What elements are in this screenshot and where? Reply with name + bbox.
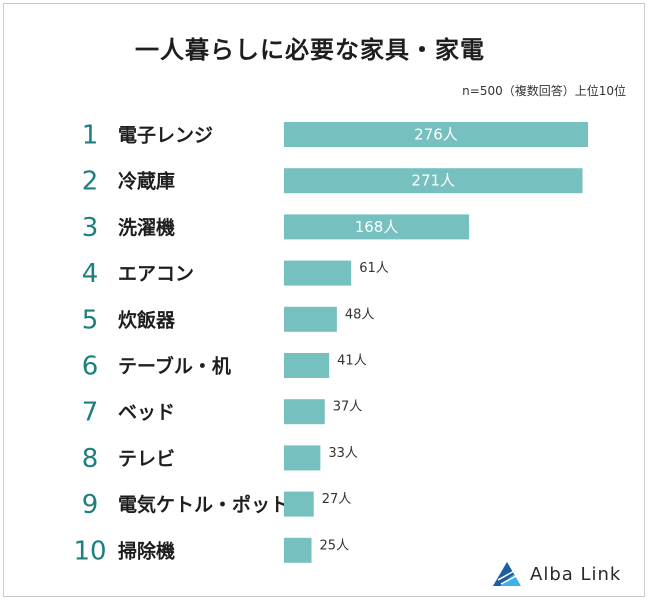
bar [284, 122, 588, 147]
rank-number: 4 [82, 259, 99, 289]
value-label: 276人 [414, 126, 458, 144]
bar [284, 445, 321, 471]
value-label: 61人 [359, 261, 389, 276]
category-label: テレビ [118, 448, 175, 470]
value-label: 41人 [337, 354, 367, 369]
bar [284, 214, 470, 240]
bar [284, 491, 314, 517]
bar [284, 306, 337, 332]
rank-number: 2 [82, 167, 99, 197]
value-label: 37人 [333, 400, 363, 415]
value-label: 168人 [355, 218, 399, 236]
rank-number: 1 [82, 121, 99, 151]
rank-number: 10 [73, 536, 106, 566]
category-label: 掃除機 [118, 539, 175, 562]
rank-number: 8 [82, 444, 99, 474]
category-label: 電気ケトル・ポット [118, 493, 289, 516]
category-label: テーブル・机 [118, 355, 231, 378]
category-label: 電子レンジ [118, 125, 213, 147]
value-label: 25人 [320, 538, 350, 553]
brand-name: Alba Link [530, 563, 622, 585]
brand-logo: Alba Link [492, 560, 621, 588]
bar [284, 353, 330, 378]
value-label: 48人 [345, 307, 375, 322]
category-label: 冷蔵庫 [118, 170, 175, 193]
bar [284, 168, 583, 194]
value-label: 33人 [328, 446, 358, 461]
bar [284, 399, 325, 425]
bar [284, 260, 352, 286]
chart-title: 一人暮らしに必要な家具・家電 [135, 36, 485, 64]
category-label: 炊飯器 [118, 308, 176, 331]
sample-note: n=500（複数回答）上位10位 [462, 84, 626, 98]
chart-frame [3, 3, 645, 597]
rank-number: 5 [82, 305, 99, 335]
rank-number: 6 [82, 352, 99, 382]
value-label: 27人 [322, 492, 352, 507]
rank-number: 7 [82, 398, 99, 428]
alba-link-logo-icon [493, 562, 521, 586]
category-label: 洗濯機 [118, 216, 175, 239]
category-label: エアコン [118, 263, 194, 285]
rank-number: 9 [82, 490, 99, 520]
bar [284, 537, 312, 563]
category-label: ベッド [118, 402, 175, 424]
rank-number: 3 [82, 213, 99, 243]
value-label: 271人 [411, 172, 455, 190]
